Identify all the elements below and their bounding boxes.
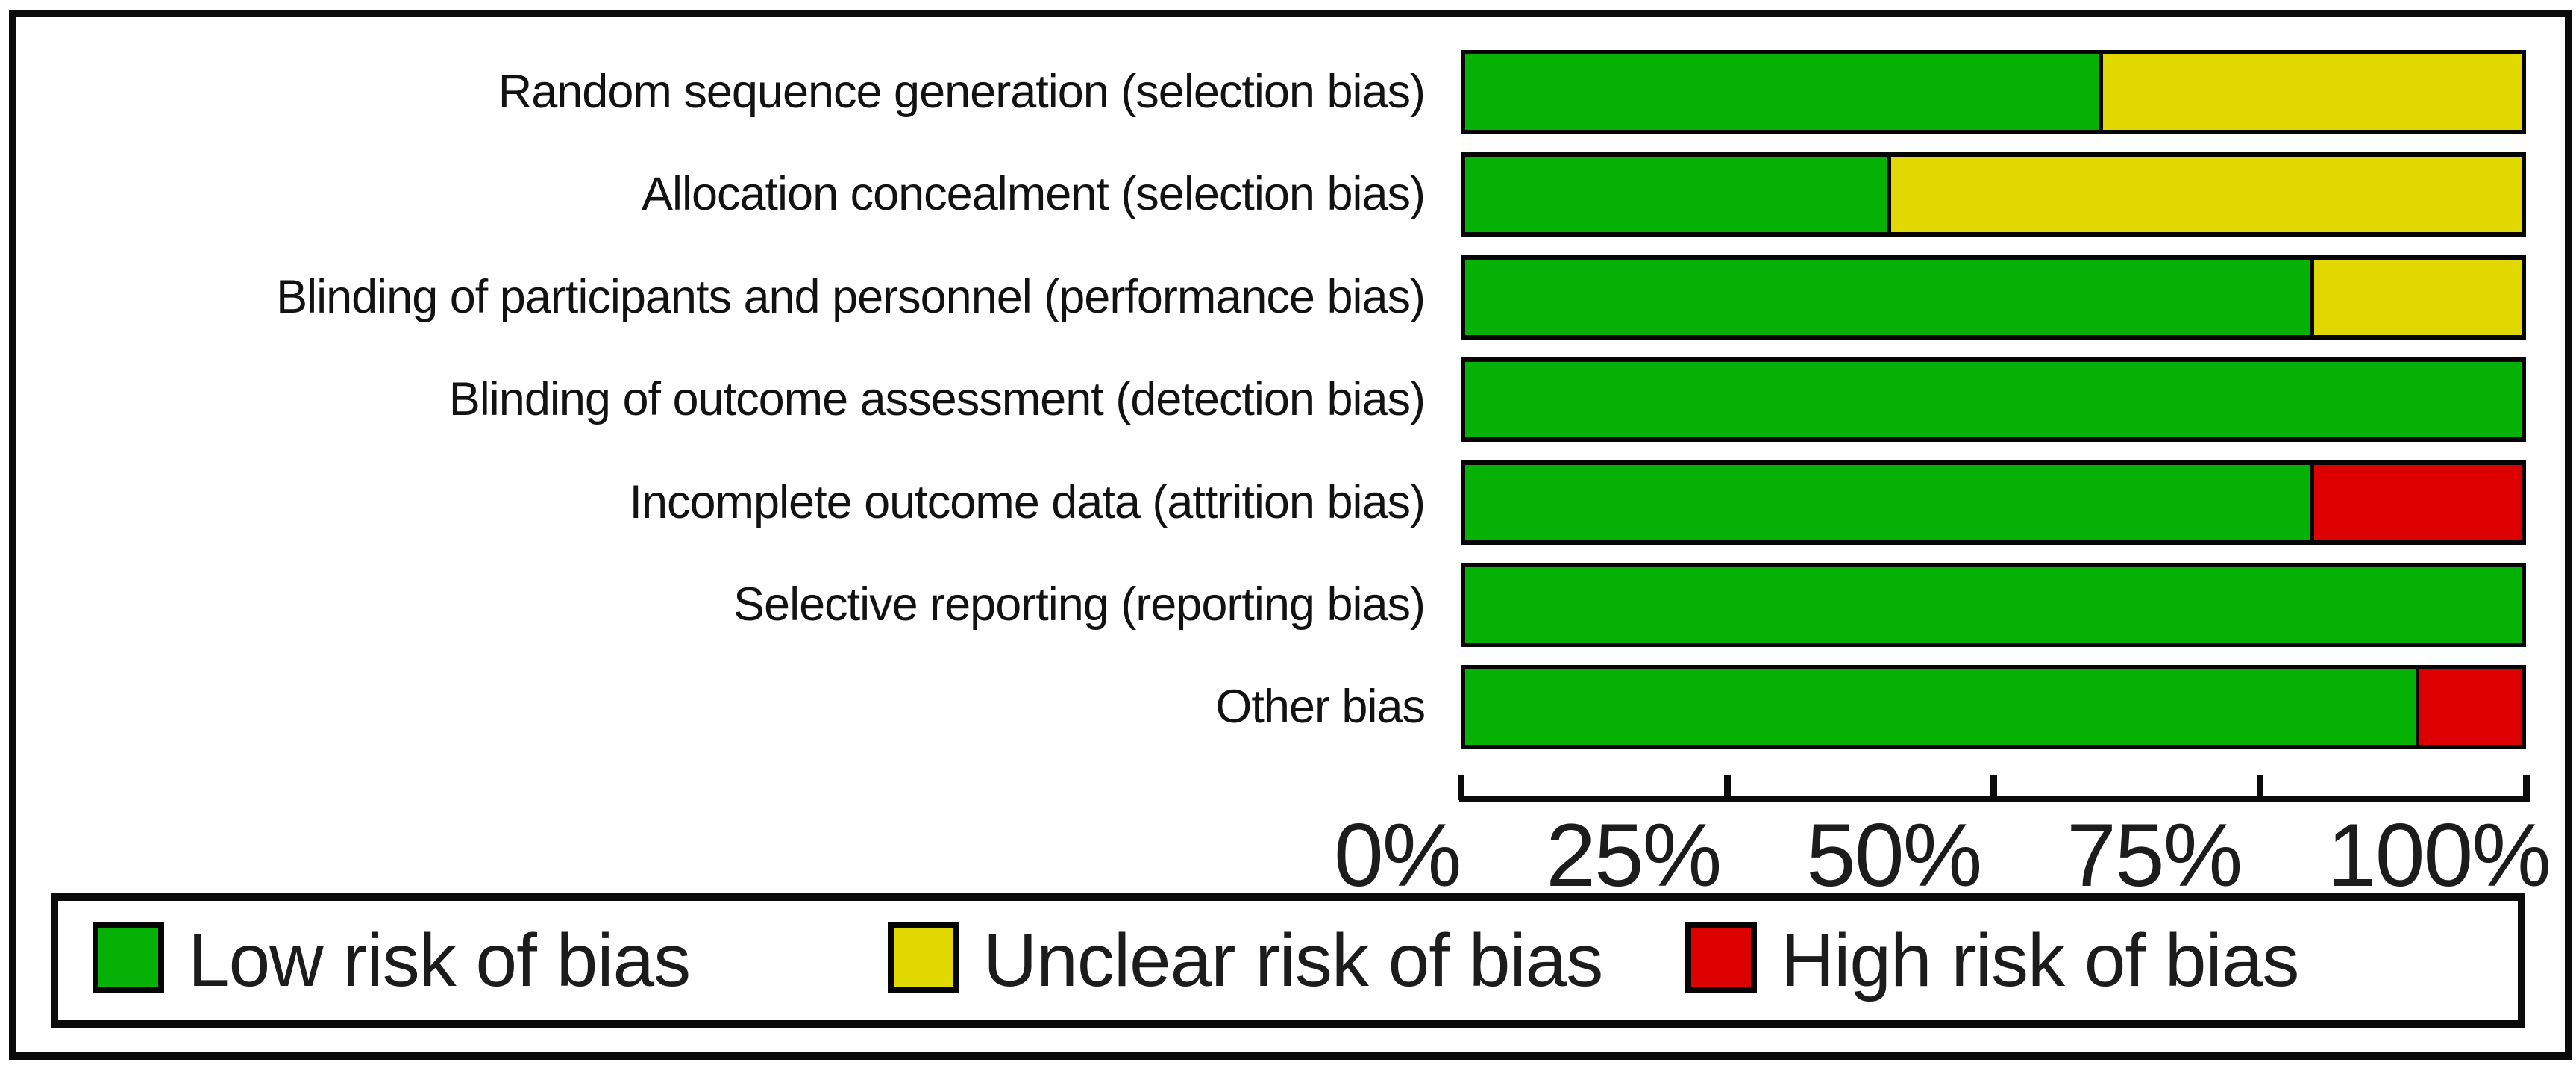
bar-segment-low bbox=[1465, 157, 1888, 232]
x-axis-tick-label: 0% bbox=[1334, 805, 1461, 905]
category-label: Allocation concealment (selection bias) bbox=[641, 168, 1426, 221]
bar-segment-low bbox=[1465, 567, 2522, 643]
category-label: Blinding of outcome assessment (detectio… bbox=[448, 373, 1426, 426]
x-axis-tick-label: 25% bbox=[1546, 805, 1722, 905]
chart-row: Blinding of participants and personnel (… bbox=[0, 255, 2576, 340]
x-axis-tick-label: 100% bbox=[2327, 805, 2551, 905]
legend-swatch-low bbox=[93, 922, 164, 993]
x-axis-tick-labels: 0% 25% 50% 75% 100% bbox=[1334, 805, 2551, 905]
stacked-bar bbox=[1461, 563, 2526, 647]
bar-segment-high bbox=[2416, 669, 2522, 745]
legend-swatch-unclear bbox=[888, 922, 959, 993]
legend: Low risk of bias Unclear risk of bias High… bbox=[51, 893, 2525, 1028]
bar-segment-low bbox=[1465, 465, 2310, 540]
legend-swatch-high bbox=[1685, 922, 1757, 993]
stacked-bar bbox=[1461, 50, 2526, 134]
stacked-bar bbox=[1461, 460, 2526, 545]
x-axis-tick bbox=[2257, 775, 2263, 800]
category-label: Blinding of participants and personnel (… bbox=[276, 271, 1426, 324]
x-axis-tick bbox=[2523, 775, 2530, 800]
bar-segment-unclear bbox=[2310, 260, 2522, 335]
chart-frame bbox=[9, 10, 2572, 1060]
chart-row: Incomplete outcome data (attrition bias) bbox=[0, 460, 2576, 545]
bar-segment-high bbox=[2310, 465, 2522, 540]
category-label: Selective reporting (reporting bias) bbox=[733, 578, 1426, 631]
stacked-bar bbox=[1461, 152, 2526, 237]
stacked-bar bbox=[1461, 255, 2526, 340]
bar-segment-unclear bbox=[2099, 54, 2522, 130]
stacked-bar bbox=[1461, 665, 2526, 749]
x-axis-tick-label: 50% bbox=[1806, 805, 1982, 905]
chart-row: Selective reporting (reporting bias) bbox=[0, 563, 2576, 647]
category-label: Incomplete outcome data (attrition bias) bbox=[629, 476, 1426, 529]
x-axis-tick bbox=[1458, 775, 1464, 800]
x-axis-tick bbox=[1724, 775, 1731, 800]
stacked-bar bbox=[1461, 357, 2526, 442]
chart-row: Allocation concealment (selection bias) bbox=[0, 152, 2576, 237]
chart-row: Other bias bbox=[0, 665, 2576, 749]
legend-label: Low risk of bias bbox=[188, 919, 691, 1002]
legend-label: Unclear risk of bias bbox=[983, 919, 1603, 1002]
x-axis-tick bbox=[1990, 775, 1997, 800]
bar-segment-low bbox=[1465, 669, 2416, 745]
category-label: Other bias bbox=[1215, 681, 1426, 734]
bar-segment-low bbox=[1465, 54, 2099, 130]
chart-row: Random sequence generation (selection bi… bbox=[0, 50, 2576, 134]
bar-segment-unclear bbox=[1887, 157, 2522, 232]
chart-row: Blinding of outcome assessment (detectio… bbox=[0, 357, 2576, 442]
x-axis-tick-label: 75% bbox=[2066, 805, 2243, 905]
category-label: Random sequence generation (selection bi… bbox=[498, 66, 1426, 119]
bar-segment-low bbox=[1465, 260, 2310, 335]
bar-segment-low bbox=[1465, 362, 2522, 437]
legend-label: High risk of bias bbox=[1781, 919, 2299, 1002]
